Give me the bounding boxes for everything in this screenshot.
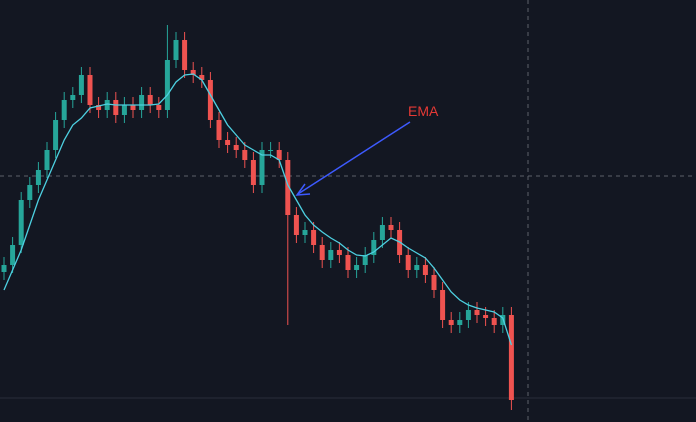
candle-body (10, 245, 16, 265)
candle-body (474, 310, 480, 315)
ema-line (3, 73, 513, 346)
candle-body (53, 120, 59, 150)
candle-body (182, 40, 188, 70)
candle-body (130, 105, 136, 110)
candle-body (388, 225, 394, 230)
arrow-line (297, 121, 411, 195)
candle-body (233, 145, 239, 150)
candle-body (491, 318, 497, 325)
plot (1, 25, 514, 410)
candle-body (465, 310, 471, 320)
candle-body (27, 185, 33, 200)
candle-body (345, 255, 351, 270)
candle-body (35, 170, 41, 185)
candle-body (139, 95, 145, 110)
candle-body (276, 150, 282, 160)
candle-body (268, 150, 274, 151)
candle-body (44, 150, 50, 170)
candle-body (371, 240, 377, 255)
candle-body (362, 255, 368, 265)
candle-body (414, 265, 420, 270)
candle-body (70, 95, 76, 100)
candle-body (173, 40, 179, 60)
candle-body (113, 100, 119, 115)
candle-body (328, 250, 334, 260)
candle-body (448, 320, 454, 325)
candle-body (319, 245, 325, 260)
candle-body (190, 70, 196, 75)
candle-body (87, 75, 93, 105)
candle-body (259, 150, 265, 185)
candle-body (61, 100, 67, 120)
candle-body (96, 105, 102, 110)
candle-body (104, 100, 110, 110)
candle-body (207, 80, 213, 120)
candle-body (156, 105, 162, 110)
candle-body (311, 230, 317, 245)
candle-body (147, 95, 153, 105)
candle-body (285, 160, 291, 215)
candle-body (225, 140, 231, 145)
candle-body (440, 290, 446, 320)
candle-body (121, 105, 127, 115)
candle-body (422, 265, 428, 275)
candle-body (216, 120, 222, 140)
candle-body (354, 265, 360, 270)
candle-body (379, 225, 385, 240)
candle-body (242, 150, 248, 160)
candle-body (336, 250, 342, 255)
candle-body (18, 200, 24, 245)
candle-body (164, 60, 170, 110)
candle-body (199, 75, 205, 80)
candle-body (250, 160, 256, 185)
candle-body (508, 315, 514, 400)
candle-body (1, 265, 7, 272)
candle-body (302, 230, 308, 235)
candle-body (78, 75, 84, 95)
candle-body (431, 275, 437, 290)
arrow-head (295, 183, 311, 196)
candle-body (293, 215, 299, 235)
candle-body (457, 320, 463, 325)
candle-body (405, 255, 411, 270)
candle-body (483, 315, 489, 318)
annotation: EMA (408, 103, 439, 119)
